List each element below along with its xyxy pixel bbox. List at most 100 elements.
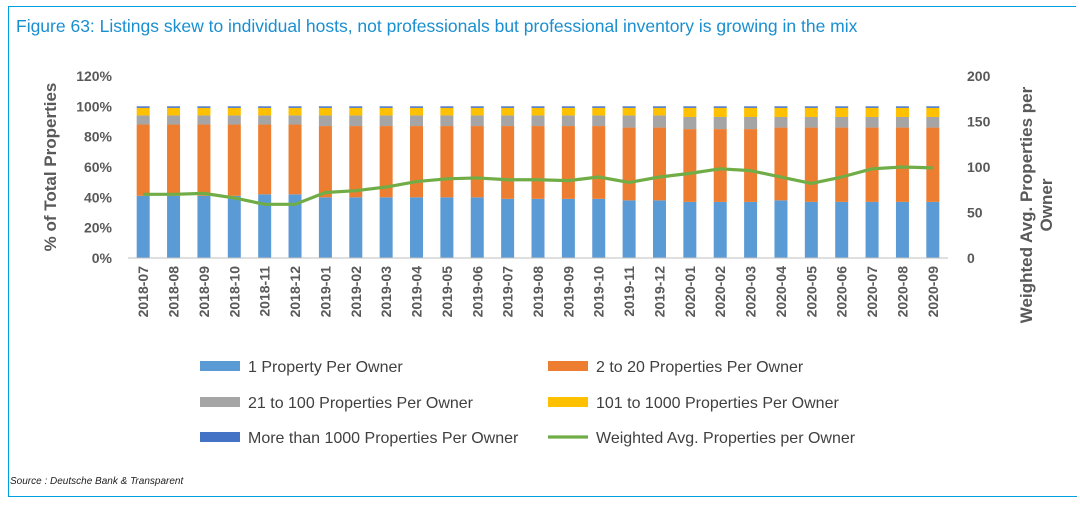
y-tick-label-right: 0 <box>967 250 975 266</box>
y-tick-label-left: 20% <box>84 220 113 236</box>
y-tick-label-left: 100% <box>76 98 112 114</box>
x-tick-label: 2020-06 <box>834 266 850 318</box>
bar-segment <box>440 106 454 108</box>
bar-segment <box>865 127 879 202</box>
bar-segment <box>592 107 606 116</box>
figure-title: Figure 63: Listings skew to individual h… <box>16 16 858 36</box>
y-axis-label-right: Weighted Avg. Properties perOwner <box>1017 86 1056 323</box>
bar-segment <box>652 106 666 108</box>
bar-segment <box>895 116 909 128</box>
bar-segment <box>197 115 211 125</box>
x-tick-label: 2020-08 <box>894 266 910 318</box>
bar-segment <box>258 106 272 108</box>
bar-segment <box>379 115 393 127</box>
bar-segment <box>683 116 697 130</box>
x-tick-label: 2020-05 <box>803 266 819 318</box>
bar-segment <box>592 126 606 199</box>
bar-segment <box>744 116 758 130</box>
legend-swatch <box>200 361 240 371</box>
bar-segment <box>683 106 697 108</box>
bar-segment <box>774 116 788 128</box>
bar-segment <box>349 107 363 116</box>
bar-segment <box>744 129 758 202</box>
y-axis-label-right-line1: Weighted Avg. Properties per <box>1017 86 1036 323</box>
bar-segment <box>349 115 363 127</box>
legend-swatch <box>200 397 240 407</box>
bar-segment <box>440 107 454 116</box>
bar-segment <box>501 126 515 199</box>
bar-segment <box>865 116 879 128</box>
legend: 1 Property Per Owner 2 to 20 Properties P… <box>200 359 856 447</box>
x-tick-label: 2020-01 <box>682 266 698 318</box>
bar-segment <box>652 200 666 258</box>
bar-segment <box>136 106 150 108</box>
bar-segment <box>349 126 363 198</box>
bar-segment <box>683 129 697 202</box>
bar-segment <box>531 107 545 116</box>
bar-segment <box>683 107 697 117</box>
line-series <box>143 165 933 206</box>
bar-segment <box>652 107 666 116</box>
bar-segment <box>774 127 788 201</box>
bar-segment <box>561 107 575 116</box>
bar-segment <box>410 115 424 127</box>
bar-segment <box>288 124 302 195</box>
bar-segment <box>227 106 241 108</box>
chart: 0% 20% 40% 60% 80% 100% 120% 0 50 100 150 200 2018… <box>41 68 1056 447</box>
bar-segment <box>288 194 302 258</box>
bar-segment <box>713 129 727 202</box>
bar-segment <box>652 115 666 128</box>
bar-segment <box>865 106 879 108</box>
bar-segment <box>683 201 697 258</box>
bar-segment <box>622 127 636 201</box>
x-tick-label: 2018-07 <box>135 266 151 318</box>
bar-segment <box>318 106 332 108</box>
bar-segment <box>531 106 545 108</box>
bar-segment <box>379 197 393 258</box>
bar-segment <box>804 127 818 202</box>
x-tick-label: 2020-02 <box>712 266 728 318</box>
bar-segment <box>227 115 241 125</box>
bar-segment <box>744 106 758 108</box>
bar-segment <box>804 201 818 258</box>
frame-top-border <box>8 6 1076 7</box>
weighted-avg-line <box>143 165 933 206</box>
bar-segment <box>804 116 818 128</box>
bar-segment <box>774 200 788 258</box>
bar-segment <box>288 107 302 116</box>
bar-segment <box>258 194 272 258</box>
legend-label: 21 to 100 Properties Per Owner <box>248 395 474 412</box>
bar-segment <box>501 107 515 116</box>
bar-segment <box>470 115 484 127</box>
bar-segment <box>318 115 332 127</box>
bar-segment <box>835 106 849 108</box>
bar-segment <box>531 198 545 258</box>
bar-segment <box>835 127 849 202</box>
x-tick-label: 2019-06 <box>469 266 485 318</box>
bar-segment <box>440 126 454 198</box>
bar-segment <box>865 107 879 117</box>
y-tick-label-right: 50 <box>967 205 983 221</box>
bar-segment <box>318 107 332 116</box>
x-tick-label: 2019-04 <box>409 266 425 318</box>
bar-segment <box>501 106 515 108</box>
y-tick-label-left: 0% <box>92 250 113 266</box>
legend-swatch <box>548 397 588 407</box>
bar-segment <box>227 124 241 196</box>
x-tick-label: 2019-05 <box>439 266 455 318</box>
bar-segment <box>835 116 849 128</box>
bar-segment <box>136 115 150 125</box>
legend-label: Weighted Avg. Properties per Owner <box>596 430 856 447</box>
bar-segment <box>501 198 515 258</box>
y-tick-label-right: 200 <box>967 68 991 84</box>
bar-segment <box>167 195 181 258</box>
x-tick-label: 2019-07 <box>500 266 516 318</box>
bar-segment <box>895 201 909 258</box>
bar-segment <box>744 201 758 258</box>
bar-segment <box>197 106 211 108</box>
bar-segment <box>531 115 545 127</box>
y-axis-label-right-line2: Owner <box>1037 178 1056 231</box>
bar-segment <box>379 107 393 116</box>
x-axis-ticks: 2018-07 2018-08 2018-09 2018-10 2018-11 2018-… <box>135 266 941 318</box>
legend-label: 1 Property Per Owner <box>248 359 403 376</box>
